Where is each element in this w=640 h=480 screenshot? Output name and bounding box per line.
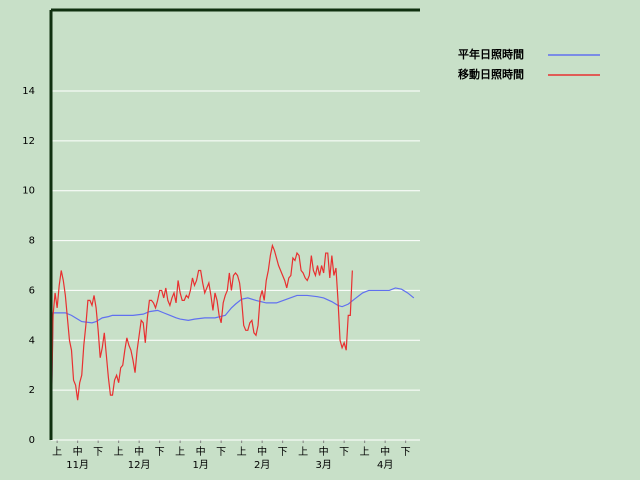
legend-label: 移動日照時間 — [458, 67, 524, 81]
y-tick-label: 10 — [22, 186, 35, 197]
x-tick-label: 下 — [155, 447, 165, 458]
x-tick-label: 下 — [401, 447, 411, 458]
x-tick-label: 上 — [52, 446, 62, 458]
x-tick-label: 下 — [339, 447, 349, 458]
x-tick-label: 上 — [360, 446, 370, 458]
x-tick-label: 中 — [319, 445, 329, 458]
y-tick-label: 6 — [29, 285, 35, 296]
x-tick-label: 中 — [380, 445, 390, 458]
y-tick-label: 8 — [29, 236, 35, 247]
x-tick-label: 上 — [114, 446, 124, 458]
series-line — [50, 243, 353, 441]
y-tick-label: 14 — [22, 86, 35, 97]
month-label: 11月 — [66, 459, 89, 471]
series-line — [50, 287, 415, 441]
legend-label: 平年日照時間 — [458, 47, 524, 61]
month-label: 12月 — [128, 459, 151, 471]
y-tick-label: 0 — [29, 435, 35, 446]
month-label: 2月 — [254, 459, 270, 471]
x-tick-label: 下 — [93, 447, 103, 458]
x-tick-label: 上 — [237, 446, 247, 458]
plot-area — [49, 8, 420, 441]
x-tick-label: 中 — [196, 445, 206, 458]
x-tick-label: 中 — [257, 445, 267, 458]
y-tick-label: 12 — [22, 136, 35, 147]
x-tick-label: 上 — [298, 446, 308, 458]
month-label: 3月 — [315, 459, 331, 471]
x-tick-label: 下 — [278, 447, 288, 458]
y-tick-label: 2 — [29, 385, 35, 396]
x-tick-label: 中 — [134, 445, 144, 458]
y-tick-label: 4 — [29, 335, 35, 346]
x-tick-label: 上 — [175, 446, 185, 458]
x-tick-label: 中 — [73, 445, 83, 458]
month-label: 1月 — [192, 459, 208, 471]
x-tick-label: 下 — [216, 447, 226, 458]
month-label: 4月 — [377, 459, 393, 471]
